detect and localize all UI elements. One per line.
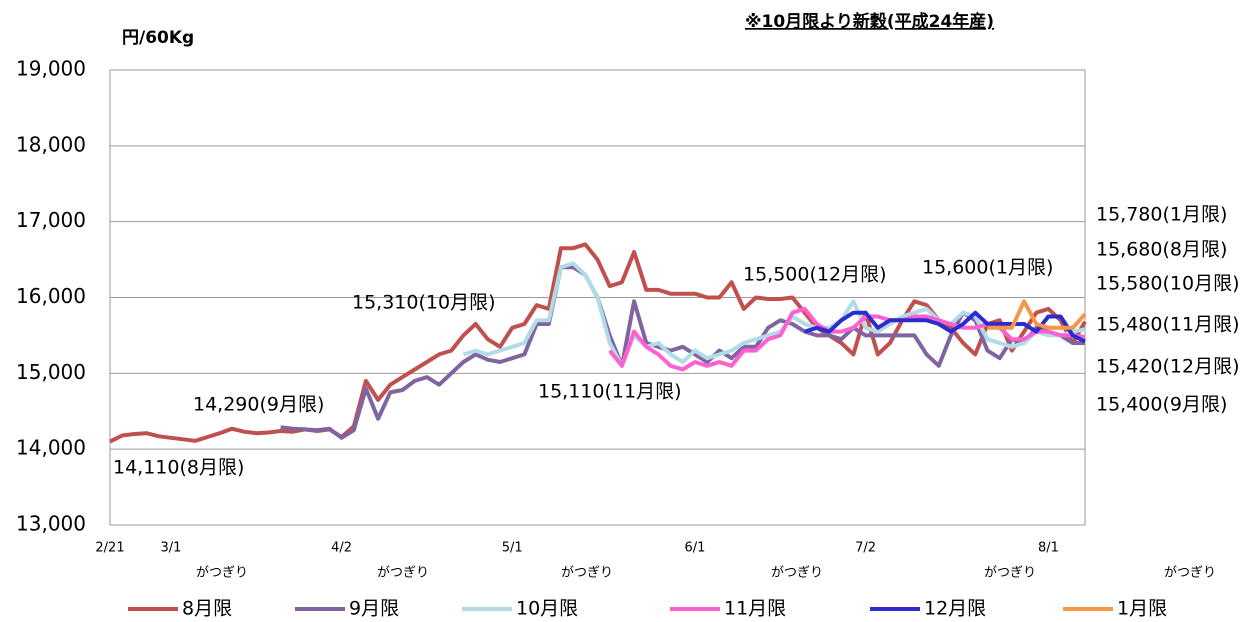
y-tick-label: 19,000 [16, 57, 86, 81]
x-tick-label: 8/1 [1038, 541, 1059, 556]
legend-label: 1月限 [1117, 598, 1167, 620]
end-label: 15,680(8月限) [1096, 239, 1227, 261]
note: がつぎり [771, 566, 823, 581]
end-label: 15,580(10月限) [1096, 273, 1239, 295]
legend-label: 12月限 [924, 598, 986, 620]
series-line [987, 299, 1087, 330]
annotation: 15,310(10月限) [352, 292, 495, 314]
x-tick-label: 2/21 [95, 541, 124, 556]
note: がつぎり [1164, 566, 1216, 581]
x-tick-label: 3/1 [160, 541, 181, 556]
x-tick-label: 4/2 [331, 541, 352, 556]
legend-label: 10月限 [516, 598, 578, 620]
note: がつぎり [984, 566, 1036, 581]
annotation: 14,110(8月限) [113, 457, 244, 479]
series-line [280, 265, 1085, 440]
annotation: 15,110(11月限) [538, 381, 681, 403]
x-tick-label: 6/1 [685, 541, 706, 556]
series-line [804, 310, 1086, 344]
chart-title: ※10月限より新穀(平成24年産) [745, 11, 994, 32]
series-line [608, 306, 1086, 372]
series-line [109, 242, 1087, 444]
plot-border [109, 69, 1086, 526]
annotation: 15,500(12月限) [743, 264, 886, 286]
end-label: 15,480(11月限) [1096, 314, 1239, 336]
y-tick-label: 17,000 [16, 208, 86, 232]
y-tick-label: 15,000 [16, 360, 86, 384]
annotation: 14,290(9月限) [193, 394, 324, 416]
y-tick-label: 13,000 [16, 512, 86, 536]
note: がつぎり [377, 566, 429, 581]
y-tick-label: 18,000 [16, 132, 86, 156]
end-label: 15,420(12月限) [1096, 356, 1239, 378]
y-tick-label: 14,000 [16, 436, 86, 460]
end-label: 15,780(1月限) [1096, 204, 1227, 226]
y-unit: 円/60Kg [122, 28, 194, 48]
end-label: 15,400(9月限) [1096, 394, 1227, 416]
note: がつぎり [196, 566, 248, 581]
x-tick-label: 7/2 [855, 541, 876, 556]
y-tick-label: 16,000 [16, 284, 86, 308]
annotation: 15,600(1月限) [922, 257, 1053, 279]
note: がつぎり [561, 566, 613, 581]
x-tick-label: 5/1 [502, 541, 523, 556]
legend-label: 9月限 [349, 598, 399, 620]
legend-label: 8月限 [182, 598, 232, 620]
legend-label: 11月限 [724, 598, 786, 620]
